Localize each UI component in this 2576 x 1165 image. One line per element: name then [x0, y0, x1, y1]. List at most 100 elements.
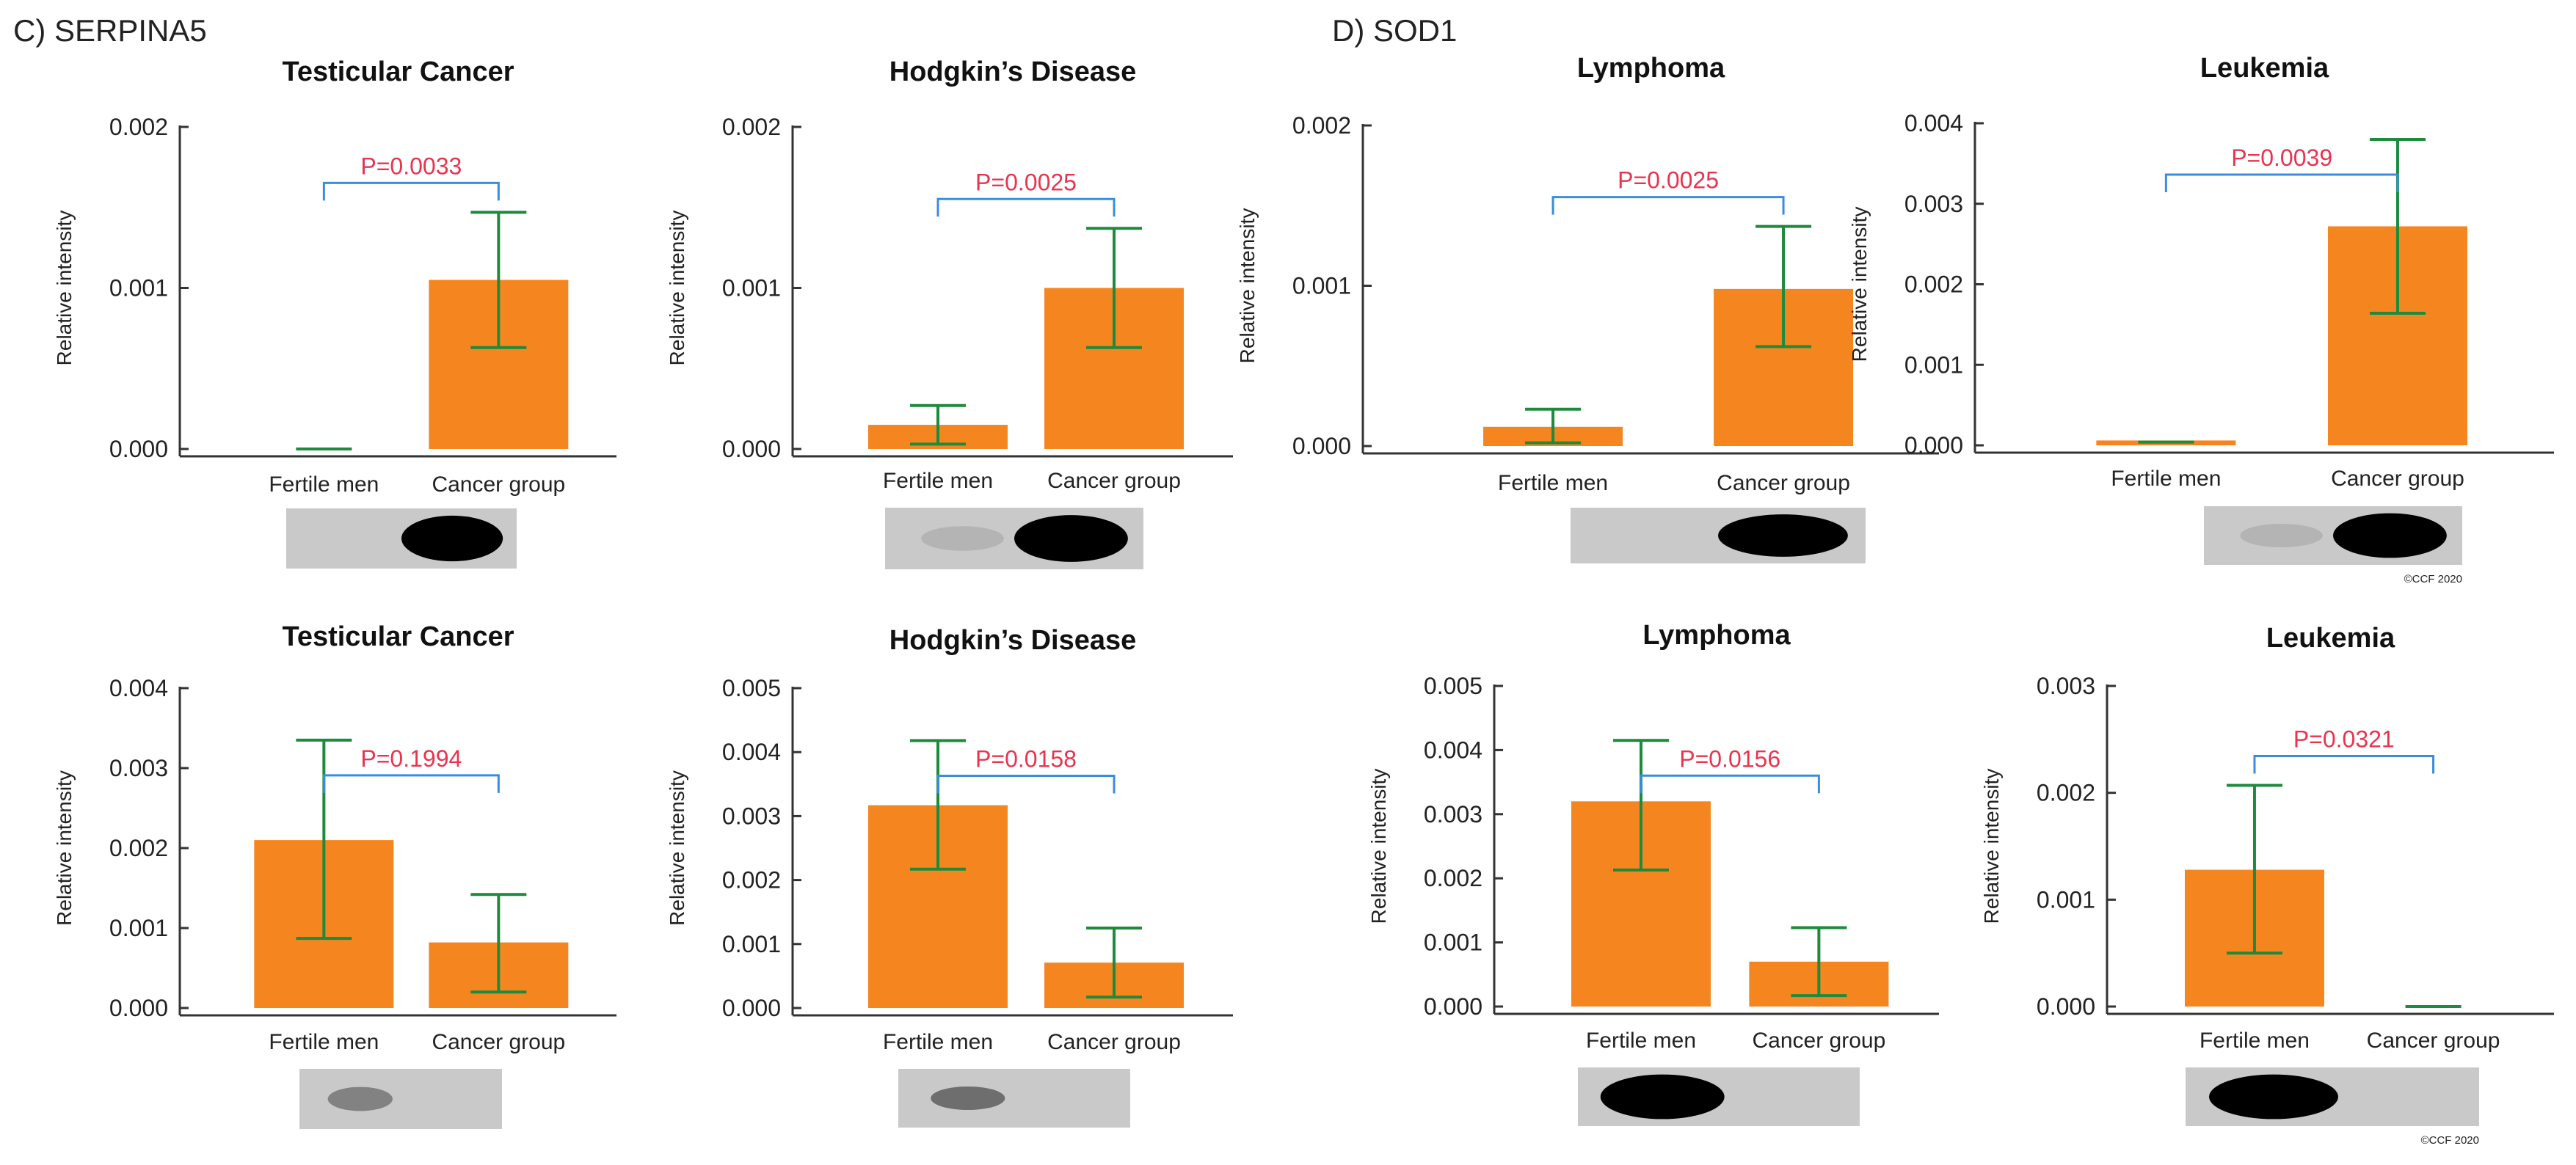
copyright-note: ©CCF 2020 — [2421, 1134, 2479, 1147]
y-tick-label: 0.000 — [1904, 432, 1963, 459]
y-axis-label: Relative intensity — [1236, 208, 1259, 364]
blot-band — [2333, 513, 2447, 558]
chart-title: Testicular Cancer — [282, 621, 514, 652]
blot-band — [2209, 1074, 2338, 1120]
y-tick-label: 0.005 — [722, 675, 781, 701]
y-tick-label: 0.001 — [1424, 930, 1482, 956]
y-tick-label: 0.001 — [1292, 273, 1351, 299]
x-tick-label: Fertile men — [269, 472, 379, 497]
y-tick-label: 0.003 — [1904, 191, 1963, 217]
chart: Hodgkin’s Disease Relative intensity 0.000… — [666, 625, 1233, 1128]
y-tick-label: 0.000 — [109, 995, 168, 1021]
blot-band — [327, 1087, 393, 1111]
y-tick-label: 0.001 — [722, 931, 781, 957]
y-tick-label: 0.001 — [109, 275, 168, 302]
blot-band — [1014, 515, 1128, 562]
y-tick-label: 0.000 — [2037, 993, 2095, 1020]
x-tick-label: Cancer group — [1717, 471, 1850, 495]
charts-group: Testicular Cancer Relative intensity 0.000… — [53, 53, 2554, 1147]
x-tick-label: Fertile men — [2200, 1029, 2310, 1053]
y-axis-label: Relative intensity — [53, 211, 76, 366]
chart: Leukemia Relative intensity 0.000 0.001 0.00… — [1848, 53, 2554, 585]
y-tick-label: 0.000 — [109, 436, 168, 462]
x-tick-label: Fertile men — [1586, 1029, 1696, 1053]
x-tick-label: Fertile men — [269, 1030, 379, 1054]
panel-label-d: D) SOD1 — [1332, 13, 1457, 48]
x-tick-label: Cancer group — [1047, 1030, 1181, 1054]
panel-label-c: C) SERPINA5 — [13, 13, 207, 48]
y-tick-label: 0.000 — [722, 995, 781, 1021]
blot-image — [1571, 508, 1866, 563]
significance-bracket — [936, 775, 1116, 794]
significance-bracket — [322, 181, 500, 201]
y-tick-label: 0.003 — [1424, 801, 1482, 828]
y-axis-label: Relative intensity — [666, 211, 688, 366]
blot-image — [2204, 506, 2462, 565]
y-tick-label: 0.001 — [1904, 351, 1963, 378]
p-value: P=0.1994 — [360, 745, 462, 772]
x-tick-label: Cancer group — [1752, 1029, 1885, 1053]
chart-title: Leukemia — [2266, 623, 2395, 654]
p-value: P=0.0158 — [975, 746, 1077, 773]
chart: Hodgkin’s Disease Relative intensity 0.000… — [666, 56, 1233, 569]
blot-band — [921, 526, 1004, 551]
y-tick-label: 0.004 — [722, 739, 781, 765]
blot-image — [885, 508, 1143, 569]
y-tick-label: 0.000 — [722, 436, 781, 462]
significance-bracket — [322, 774, 500, 793]
y-axis-label: Relative intensity — [53, 770, 76, 926]
y-tick-label: 0.002 — [1424, 865, 1482, 891]
blot-image — [286, 508, 517, 569]
y-tick-label: 0.002 — [722, 867, 781, 894]
y-axis-label: Relative intensity — [1367, 769, 1390, 924]
chart-title: Leukemia — [2200, 53, 2329, 84]
blot-band — [2240, 524, 2323, 547]
blot-image — [2186, 1067, 2479, 1126]
p-value: P=0.0321 — [2293, 726, 2395, 752]
x-tick-label: Cancer group — [432, 1030, 565, 1054]
blot-image — [898, 1069, 1130, 1128]
x-tick-label: Cancer group — [1047, 469, 1181, 493]
y-tick-label: 0.002 — [109, 114, 168, 140]
blot-image — [299, 1069, 502, 1129]
y-axis-label: Relative intensity — [666, 770, 688, 926]
x-tick-label: Fertile men — [883, 469, 993, 493]
x-tick-label: Fertile men — [883, 1030, 993, 1054]
y-tick-label: 0.004 — [1424, 737, 1482, 763]
chart: Testicular Cancer Relative intensity 0.000… — [53, 621, 616, 1129]
y-tick-label: 0.002 — [1904, 271, 1963, 298]
chart-title: Hodgkin’s Disease — [889, 56, 1137, 87]
y-tick-label: 0.001 — [109, 915, 168, 941]
blot-band — [931, 1087, 1005, 1110]
significance-bracket — [2253, 754, 2435, 774]
y-tick-label: 0.002 — [722, 114, 781, 140]
p-value: P=0.0156 — [1679, 745, 1780, 772]
chart-title: Lymphoma — [1642, 620, 1791, 651]
blot-band — [401, 515, 503, 562]
y-tick-label: 0.003 — [109, 755, 168, 781]
copyright-note: ©CCF 2020 — [2404, 573, 2462, 585]
chart: Leukemia Relative intensity 0.000 0.001 0.00… — [1980, 623, 2554, 1147]
x-tick-label: Cancer group — [2331, 467, 2464, 491]
p-value: P=0.0025 — [975, 169, 1077, 195]
y-tick-label: 0.004 — [109, 675, 168, 701]
y-tick-label: 0.003 — [2037, 673, 2095, 699]
y-axis-label: Relative intensity — [1980, 769, 2003, 924]
significance-bracket — [1551, 196, 1785, 215]
y-tick-label: 0.003 — [722, 803, 781, 829]
significance-bracket — [936, 197, 1116, 217]
blot-image — [1578, 1067, 1860, 1126]
x-tick-label: Fertile men — [2111, 467, 2221, 491]
x-tick-label: Fertile men — [1498, 471, 1608, 495]
significance-bracket — [1640, 774, 1820, 794]
blot-band — [1718, 514, 1848, 557]
chart: Testicular Cancer Relative intensity 0.000… — [53, 56, 616, 569]
y-tick-label: 0.005 — [1424, 673, 1482, 699]
y-tick-label: 0.000 — [1424, 993, 1482, 1020]
chart-title: Lymphoma — [1577, 53, 1725, 84]
x-tick-label: Cancer group — [2367, 1029, 2500, 1053]
x-tick-label: Cancer group — [432, 472, 565, 497]
significance-bracket — [2164, 173, 2399, 192]
